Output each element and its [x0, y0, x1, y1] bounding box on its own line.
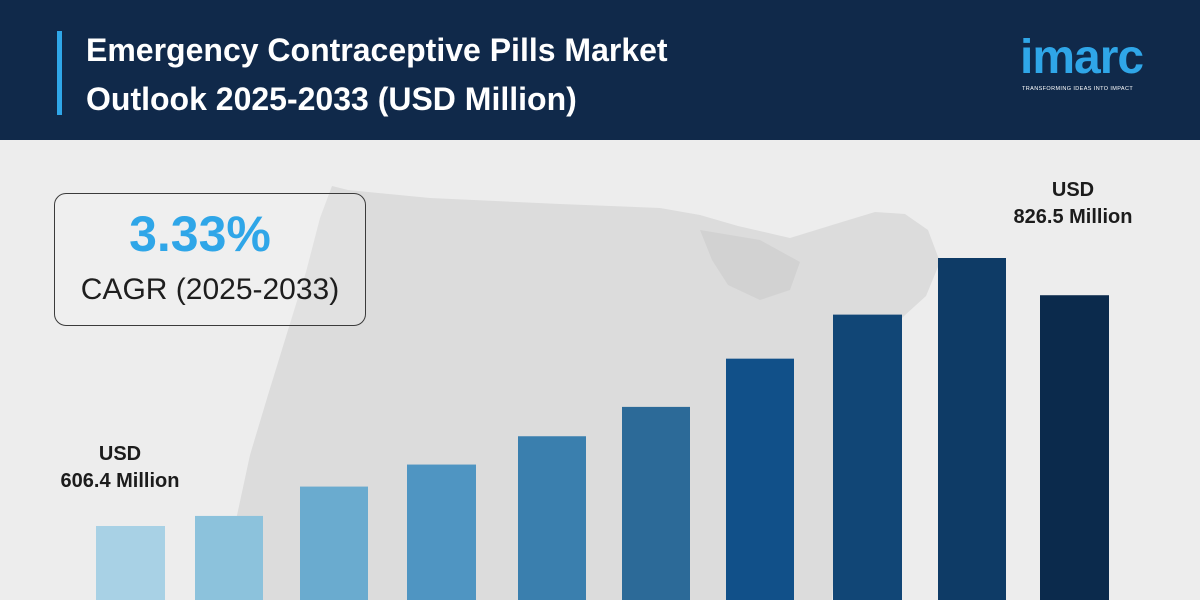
last-bar-annotation: USD 826.5 Million: [993, 177, 1153, 231]
last-bar-currency: USD: [1051, 179, 1095, 201]
page-title-line1: Emergency Contraceptive Pills Market: [86, 32, 668, 68]
bar-2: [195, 515, 263, 600]
logo-tagline: TRANSFORMING IDEAS INTO IMPACT: [1022, 86, 1134, 92]
bar-9: [938, 258, 1006, 600]
logo-wordmark: imarc: [1020, 31, 1144, 84]
bar-6: [622, 406, 690, 600]
page-title-line2: Outlook 2025-2033 (USD Million): [86, 81, 577, 117]
bar-4: [407, 464, 476, 600]
first-bar-annotation: USD 606.4 Million: [40, 441, 200, 495]
bar-10: [1040, 295, 1109, 600]
title-accent-bar: [57, 31, 62, 115]
header-banner: Emergency Contraceptive Pills Market Out…: [0, 0, 1200, 140]
first-bar-value: 606.4 Million: [60, 470, 180, 492]
first-bar-currency: USD: [98, 443, 142, 465]
bar-5: [518, 436, 586, 600]
bar-8: [833, 314, 902, 600]
bar-3: [300, 486, 368, 600]
bar-7: [726, 358, 794, 600]
bar-1: [96, 526, 165, 600]
last-bar-value: 826.5 Million: [1013, 206, 1133, 228]
imarc-logo: imarc TRANSFORMING IDEAS INTO IMPACT: [1020, 32, 1175, 102]
cagr-value: 3.33%: [129, 206, 271, 262]
cagr-label: CAGR (2025-2033): [80, 273, 340, 306]
cagr-box: 3.33% CAGR (2025-2033): [54, 193, 366, 326]
